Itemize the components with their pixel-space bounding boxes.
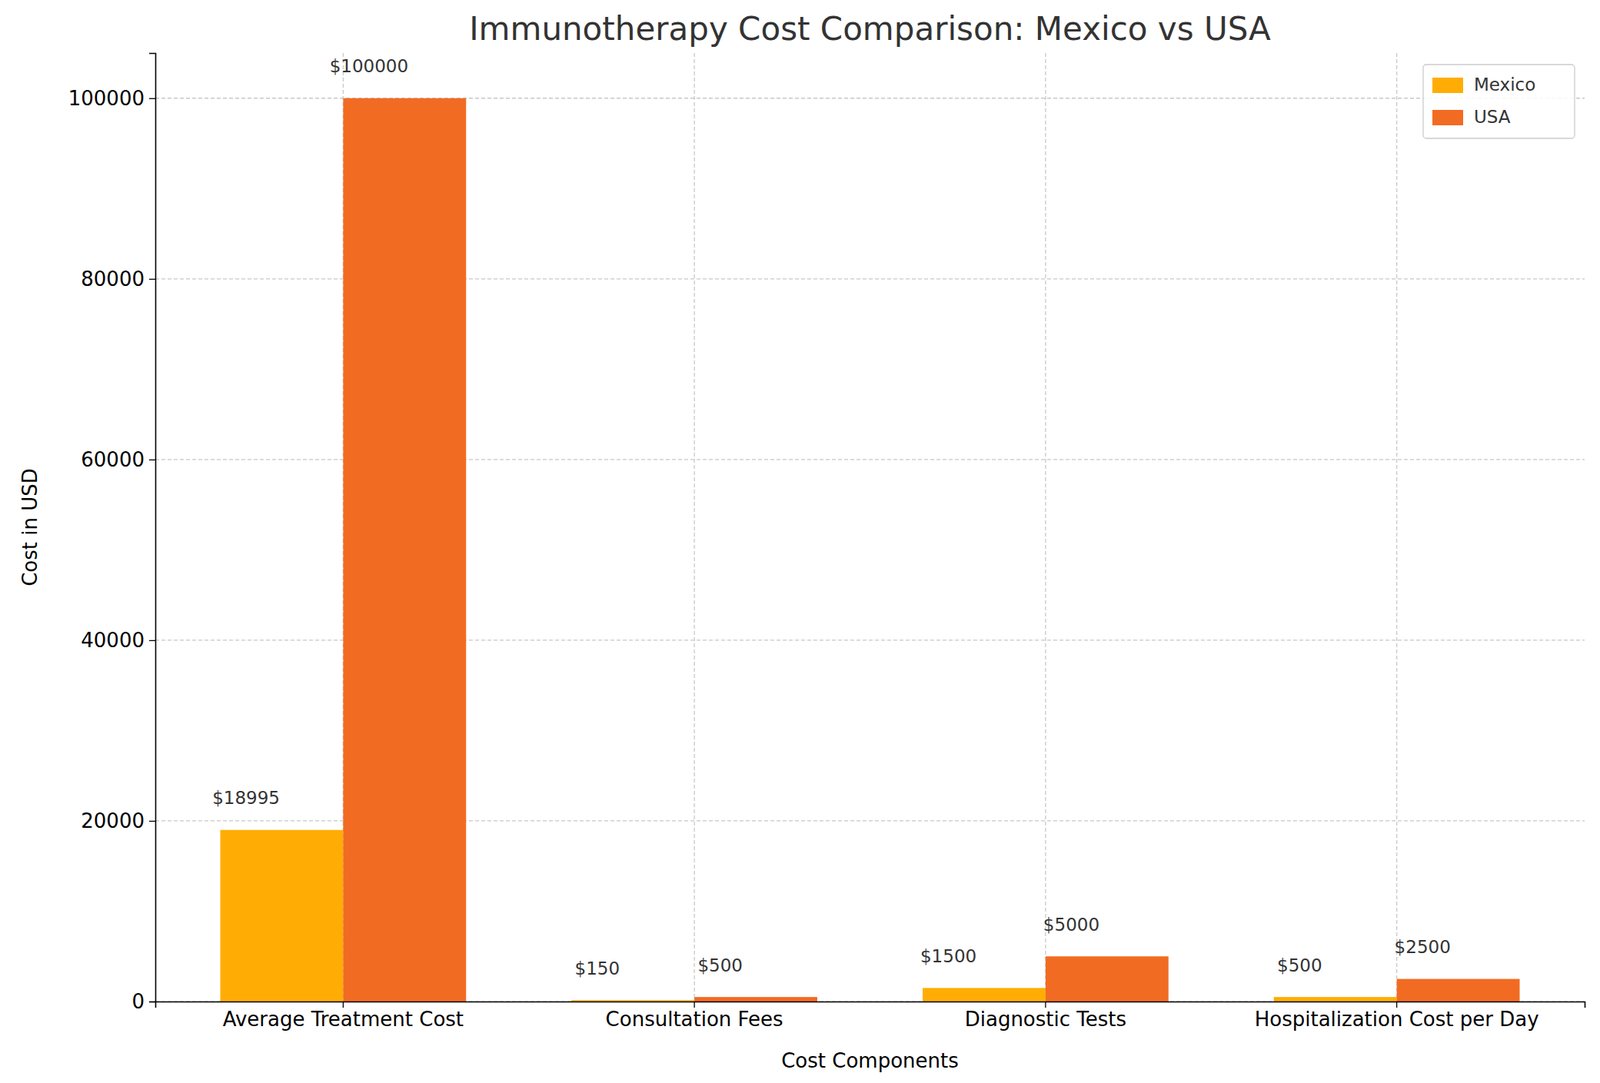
x-axis-line xyxy=(156,1002,1586,1009)
tick-label: Consultation Fees xyxy=(605,1007,784,1032)
bar xyxy=(694,997,818,1002)
y-axis: 0 20000 40000 60000 80000 100000 xyxy=(68,53,157,1014)
tick-mark xyxy=(1396,1001,1398,1008)
tick-label: 0 xyxy=(131,990,145,1014)
data-label: $500 xyxy=(1277,955,1323,976)
x-axis: Average Treatment Cost Consultation Fees D… xyxy=(156,1001,1586,1032)
data-label: $5000 xyxy=(1043,914,1100,935)
tick-mark xyxy=(149,98,156,100)
grid-line xyxy=(1396,53,1398,1002)
data-label: $18995 xyxy=(212,788,280,809)
legend: Mexico USA xyxy=(1423,64,1575,139)
x-axis-label: Cost Components xyxy=(781,1049,959,1073)
y-tick: 80000 xyxy=(80,267,156,291)
data-labels: $18995 $150 $1500 $500 $100000 $500 $5000 $2500 xyxy=(212,56,1451,978)
legend-label: Mexico xyxy=(1473,74,1536,95)
y-tick: 40000 xyxy=(80,628,156,652)
tick-mark xyxy=(149,821,156,822)
tick-mark xyxy=(342,1001,344,1008)
y-axis-label: Cost in USD xyxy=(18,468,42,587)
grid xyxy=(155,53,1585,1002)
data-label: $1500 xyxy=(920,946,977,967)
data-label: $100000 xyxy=(329,56,409,77)
tick-label: Average Treatment Cost xyxy=(222,1007,464,1032)
legend-swatch xyxy=(1432,109,1464,126)
y-tick: 60000 xyxy=(80,448,156,472)
x-tick: Diagnostic Tests xyxy=(964,1001,1127,1032)
title: Immunotherapy Cost Comparison: Mexico vs… xyxy=(469,9,1271,48)
grid-line xyxy=(1044,53,1046,1002)
tick-mark xyxy=(149,640,156,642)
bar xyxy=(1274,997,1398,1002)
y-axis-line xyxy=(149,53,157,1003)
x-tick: Hospitalization Cost per Day xyxy=(1254,1001,1540,1032)
legend-label: USA xyxy=(1473,106,1511,127)
grid-line xyxy=(693,53,695,1002)
tick-label: 40000 xyxy=(80,628,145,652)
tick-mark xyxy=(1044,1001,1046,1008)
legend-box xyxy=(1423,64,1575,139)
tick-label: Hospitalization Cost per Day xyxy=(1254,1007,1540,1032)
bar xyxy=(922,987,1046,1002)
y-tick: 20000 xyxy=(80,809,156,833)
x-tick: Consultation Fees xyxy=(605,1001,784,1032)
legend-swatch xyxy=(1432,77,1464,94)
bar xyxy=(342,98,466,1002)
tick-label: Diagnostic Tests xyxy=(964,1007,1127,1032)
data-label: $2500 xyxy=(1394,937,1451,958)
tick-label: 60000 xyxy=(80,448,145,472)
tick-label: 100000 xyxy=(68,86,145,110)
data-label: $150 xyxy=(575,958,621,979)
tick-mark xyxy=(149,279,156,280)
bar xyxy=(1045,956,1169,1002)
bar xyxy=(1397,979,1521,1002)
y-tick: 100000 xyxy=(68,86,156,110)
bars xyxy=(220,98,1521,1002)
tick-mark xyxy=(693,1001,695,1008)
data-label: $500 xyxy=(697,955,743,976)
tick-label: 20000 xyxy=(80,809,145,833)
tick-mark xyxy=(149,1001,156,1003)
y-tick: 0 xyxy=(131,990,156,1014)
tick-label: 80000 xyxy=(80,267,145,291)
bar xyxy=(220,830,344,1002)
x-tick: Average Treatment Cost xyxy=(222,1001,464,1032)
chart: $18995 $150 $1500 $500 $100000 $500 $5000 $2500… xyxy=(0,0,1600,1083)
tick-mark xyxy=(149,459,156,461)
